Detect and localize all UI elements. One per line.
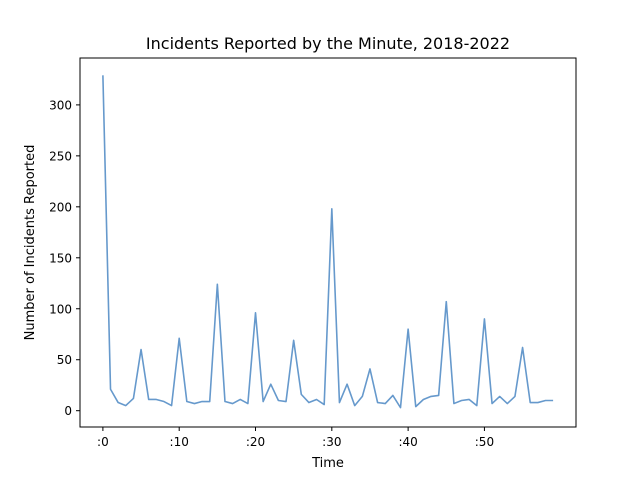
y-tick-label: 50 bbox=[57, 353, 72, 367]
x-axis-label: Time bbox=[311, 456, 344, 471]
x-tick-label: :30 bbox=[322, 435, 341, 449]
y-tick-label: 300 bbox=[49, 98, 72, 112]
chart-title: Incidents Reported by the Minute, 2018-2… bbox=[146, 34, 510, 53]
series-line-0 bbox=[103, 75, 553, 407]
x-axis: :0 :10 :20 :30 :40 :50 bbox=[97, 427, 494, 449]
x-tick-label: :40 bbox=[398, 435, 417, 449]
y-axis: 0 50 100 150 200 250 300 bbox=[49, 98, 80, 418]
y-tick-label: 250 bbox=[49, 149, 72, 163]
x-tick-label: :50 bbox=[475, 435, 494, 449]
y-tick-label: 150 bbox=[49, 251, 72, 265]
plot-frame bbox=[80, 58, 576, 427]
y-tick-label: 0 bbox=[64, 404, 72, 418]
y-axis-label: Number of Incidents Reported bbox=[23, 145, 38, 341]
y-tick-label: 200 bbox=[49, 200, 72, 214]
x-tick-label: :10 bbox=[170, 435, 189, 449]
x-tick-label: :0 bbox=[97, 435, 109, 449]
y-tick-label: 100 bbox=[49, 302, 72, 316]
x-tick-label: :20 bbox=[246, 435, 265, 449]
plot-area bbox=[103, 75, 553, 408]
